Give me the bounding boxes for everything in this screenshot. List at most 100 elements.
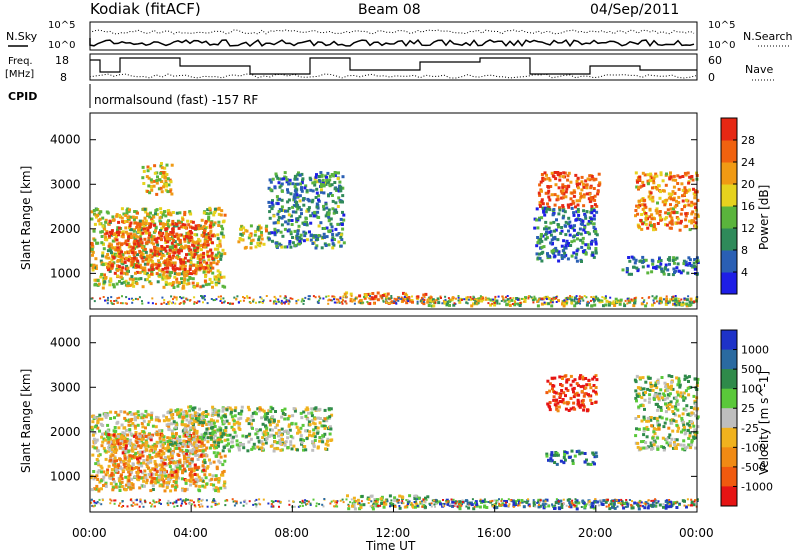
- heatmap-cell: [216, 428, 220, 432]
- heatmap-cell: [340, 238, 344, 241]
- heatmap-cell: [90, 243, 94, 247]
- heatmap-cell: [586, 243, 590, 247]
- heatmap-cell: [294, 191, 298, 195]
- heatmap-cell: [133, 210, 137, 213]
- heatmap-cell: [595, 233, 599, 237]
- heatmap-cell: [104, 481, 108, 485]
- heatmap-cell: [129, 249, 133, 253]
- heatmap-cell: [339, 235, 343, 239]
- heatmap-cell: [193, 419, 197, 423]
- heatmap-cell: [92, 263, 96, 267]
- heatmap-cell: [303, 186, 307, 190]
- heatmap-cell: [164, 234, 168, 238]
- heatmap-cell: [117, 248, 121, 252]
- heatmap-cell: [173, 275, 177, 279]
- heatmap-cell: [481, 297, 484, 300]
- heatmap-cell: [308, 295, 311, 298]
- heatmap-cell: [191, 448, 195, 452]
- heatmap-cell: [136, 211, 139, 215]
- heatmap-cell: [673, 191, 677, 195]
- heatmap-cell: [99, 464, 103, 468]
- heatmap-cell: [642, 301, 645, 303]
- heatmap-cell: [548, 230, 552, 234]
- heatmap-cell: [142, 479, 146, 483]
- heatmap-cell: [154, 226, 158, 230]
- heatmap-cell: [183, 237, 187, 241]
- heatmap-cell: [572, 194, 576, 198]
- heatmap-cell: [685, 298, 689, 302]
- heatmap-cell: [201, 226, 205, 230]
- heatmap-cell: [173, 264, 177, 268]
- heatmap-cell: [565, 297, 568, 299]
- heatmap-cell: [119, 432, 123, 436]
- heatmap-cell: [145, 277, 149, 281]
- heatmap-cell: [114, 485, 118, 489]
- heatmap-cell: [170, 473, 174, 477]
- heatmap-cell: [286, 446, 290, 449]
- heatmap-cell: [206, 465, 210, 469]
- heatmap-cell: [363, 296, 367, 300]
- heatmap-cell: [176, 408, 180, 412]
- heatmap-cell: [140, 412, 144, 416]
- heatmap-cell: [275, 195, 279, 199]
- heatmap-cell: [230, 302, 233, 305]
- heatmap-cell: [333, 297, 336, 299]
- heatmap-cell: [639, 259, 643, 263]
- heatmap-cell: [685, 224, 689, 228]
- heatmap-cell: [204, 233, 208, 237]
- heatmap-cell: [162, 414, 166, 418]
- heatmap-cell: [212, 261, 216, 265]
- heatmap-cell: [203, 438, 207, 442]
- heatmap-cell: [157, 268, 161, 272]
- heatmap-cell: [589, 186, 593, 190]
- heatmap-cell: [333, 238, 336, 241]
- heatmap-cell: [324, 244, 328, 247]
- heatmap-cell: [641, 171, 645, 175]
- heatmap-cell: [156, 280, 160, 284]
- heatmap-cell: [124, 267, 128, 271]
- heatmap-cell: [222, 297, 225, 300]
- heatmap-cell: [126, 266, 130, 270]
- heatmap-cell: [681, 199, 685, 203]
- heatmap-cell: [388, 297, 392, 301]
- nave-tick-lo: 0: [708, 71, 715, 84]
- heatmap-cell: [254, 445, 257, 449]
- heatmap-cell: [183, 213, 187, 217]
- heatmap-cell: [107, 433, 111, 437]
- heatmap-cell: [497, 295, 500, 298]
- heatmap-cell: [286, 300, 289, 303]
- heatmap-cell: [640, 302, 644, 306]
- heatmap-cell: [289, 434, 293, 438]
- heatmap-cell: [362, 503, 366, 507]
- heatmap-cell: [246, 295, 249, 298]
- heatmap-cell: [543, 301, 546, 304]
- heatmap-cell: [109, 437, 113, 441]
- heatmap-cell: [605, 299, 609, 303]
- heatmap-cell: [186, 232, 190, 236]
- heatmap-cell: [198, 484, 202, 488]
- heatmap-cell: [165, 173, 169, 176]
- heatmap-cell: [126, 450, 130, 454]
- heatmap-cell: [271, 239, 274, 243]
- heatmap-cell: [215, 441, 219, 445]
- heatmap-cell: [683, 186, 687, 190]
- heatmap-cell: [567, 171, 571, 175]
- heatmap-cell: [232, 435, 235, 439]
- heatmap-cell: [147, 268, 151, 272]
- heatmap-cell: [207, 282, 211, 286]
- heatmap-cell: [164, 222, 168, 226]
- heatmap-cell: [107, 446, 111, 449]
- heatmap-cell: [692, 187, 695, 191]
- heatmap-cell: [561, 196, 565, 200]
- heatmap-cell: [308, 430, 312, 434]
- heatmap-cell: [404, 297, 407, 300]
- heatmap-cell: [274, 172, 278, 176]
- heatmap-cell: [144, 426, 147, 430]
- heatmap-cell: [373, 297, 377, 301]
- heatmap-cell: [285, 299, 288, 302]
- heatmap-cell: [264, 424, 267, 428]
- heatmap-cell: [556, 197, 560, 201]
- heatmap-cell: [367, 302, 370, 305]
- heatmap-cell: [449, 298, 452, 301]
- heatmap-cell: [310, 434, 314, 438]
